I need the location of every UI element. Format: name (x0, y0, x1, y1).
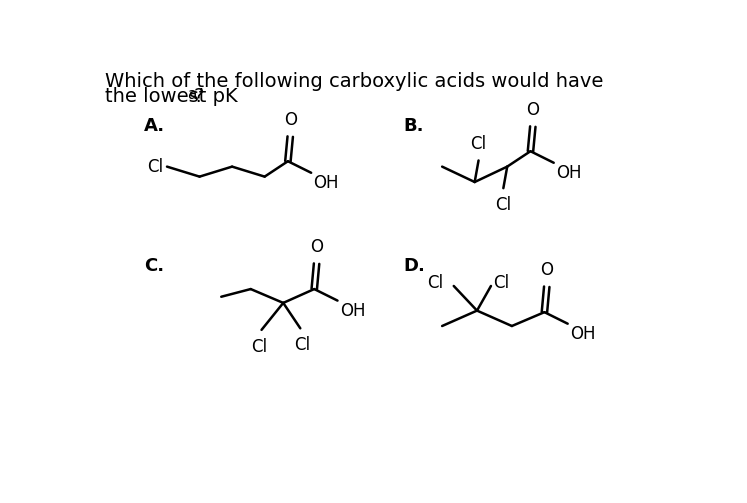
Text: Cl: Cl (251, 338, 267, 356)
Text: Cl: Cl (493, 274, 509, 292)
Text: Cl: Cl (471, 135, 486, 153)
Text: OH: OH (314, 175, 339, 192)
Text: ?: ? (193, 87, 204, 106)
Text: OH: OH (556, 164, 582, 182)
Text: Cl: Cl (427, 274, 443, 292)
Text: Cl: Cl (147, 157, 163, 176)
Text: O: O (540, 261, 554, 279)
Text: Which of the following carboxylic acids would have: Which of the following carboxylic acids … (105, 72, 604, 91)
Text: O: O (310, 238, 323, 256)
Text: Cl: Cl (294, 336, 311, 354)
Text: A.: A. (143, 117, 165, 135)
Text: Cl: Cl (495, 196, 512, 214)
Text: D.: D. (403, 257, 425, 275)
Text: OH: OH (340, 302, 365, 320)
Text: a: a (187, 87, 196, 102)
Text: B.: B. (403, 117, 424, 135)
Text: O: O (284, 111, 297, 129)
Text: O: O (527, 101, 539, 119)
Text: the lowest pK: the lowest pK (105, 87, 238, 106)
Text: C.: C. (143, 257, 164, 275)
Text: OH: OH (570, 325, 595, 343)
